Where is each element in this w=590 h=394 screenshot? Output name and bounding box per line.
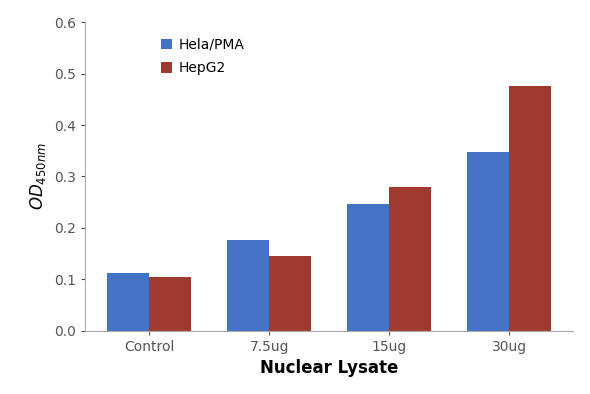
Y-axis label: $\mathit{OD}_{450nm}$: $\mathit{OD}_{450nm}$ bbox=[28, 143, 48, 210]
Bar bbox=[389, 187, 431, 331]
Legend: Hela/PMA, HepG2: Hela/PMA, HepG2 bbox=[156, 32, 251, 81]
Bar bbox=[107, 273, 149, 331]
Bar bbox=[149, 277, 191, 331]
Bar bbox=[467, 152, 509, 331]
Bar bbox=[227, 240, 269, 331]
X-axis label: Nuclear Lysate: Nuclear Lysate bbox=[260, 359, 398, 377]
Bar bbox=[269, 256, 311, 331]
Bar bbox=[509, 86, 551, 331]
Bar bbox=[347, 204, 389, 331]
